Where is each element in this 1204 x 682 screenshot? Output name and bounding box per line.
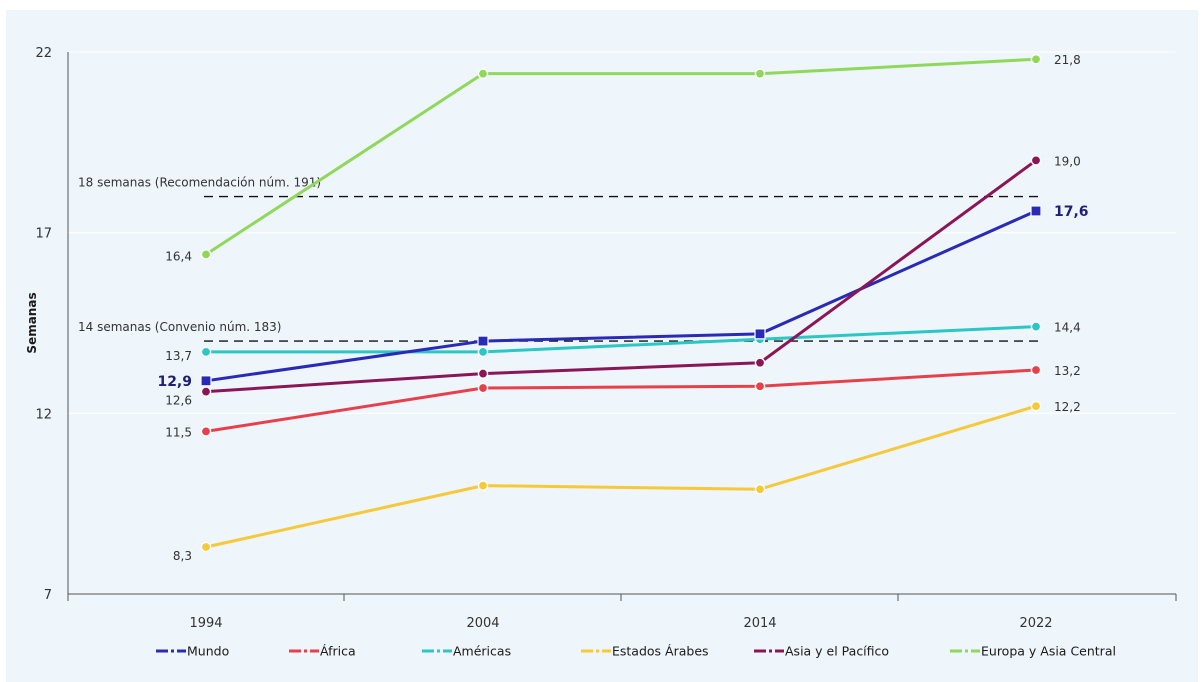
data-point <box>1030 364 1042 376</box>
series-line <box>205 57 1037 256</box>
data-point <box>477 335 489 347</box>
data-label-start: 13,7 <box>165 349 192 363</box>
data-label-start: 8,3 <box>173 549 192 563</box>
y-tick-label: 7 <box>44 588 52 603</box>
legend-label: Estados Árabes <box>612 644 709 659</box>
data-point <box>200 426 212 437</box>
x-tick-label: 2004 <box>466 616 499 631</box>
y-axis-title: Semanas <box>25 292 39 353</box>
data-point <box>754 483 766 495</box>
data-point <box>1030 321 1042 332</box>
legend-label: Europa y Asia Central <box>981 644 1116 659</box>
data-label-end: 13,2 <box>1054 364 1081 378</box>
x-tick-label: 2014 <box>743 616 776 631</box>
data-point <box>1030 155 1042 166</box>
legend-label: Mundo <box>187 644 229 659</box>
x-tick-label: 2022 <box>1019 616 1052 631</box>
chart-panel: 7 12 17 22 1994 2004 2014 2022 Semanas 18 semanas… <box>6 10 1198 682</box>
data-point <box>1030 205 1042 217</box>
data-label-start: 12,9 <box>157 374 192 390</box>
data-point <box>477 382 489 394</box>
line-chart: 7 12 17 22 1994 2004 2014 2022 Semanas 18 semanas… <box>25 46 1177 659</box>
y-tick-label: 22 <box>35 46 52 61</box>
data-label-end: 17,6 <box>1054 204 1089 220</box>
data-point <box>1030 53 1042 65</box>
series-line <box>205 159 1037 394</box>
data-point <box>200 375 212 387</box>
data-label-end: 21,8 <box>1054 53 1081 67</box>
data-point <box>200 249 212 260</box>
reference-line-label: 14 semanas (Convenio núm. 183) <box>78 320 282 334</box>
data-label-start: 11,5 <box>165 425 192 439</box>
series-line <box>205 404 1037 549</box>
data-point <box>754 357 766 369</box>
reference-line-label: 18 semanas (Recomendación núm. 191) <box>78 176 321 190</box>
y-tick-label: 12 <box>35 407 52 422</box>
data-point <box>200 386 212 397</box>
series-line <box>205 209 1037 383</box>
data-point <box>200 541 212 553</box>
data-point <box>754 68 766 79</box>
x-tick-label: 1994 <box>189 616 222 631</box>
data-label-start: 16,4 <box>165 249 192 263</box>
data-point <box>477 368 489 379</box>
data-label-end: 14,4 <box>1054 321 1081 335</box>
y-tick-label: 17 <box>35 227 52 242</box>
data-point <box>477 346 489 358</box>
data-point <box>754 328 766 340</box>
data-point <box>200 346 212 358</box>
series-line <box>206 325 1037 354</box>
legend-label: África <box>320 644 356 659</box>
data-label-end: 12,2 <box>1054 400 1081 414</box>
series-line <box>205 368 1037 433</box>
legend-label: Américas <box>453 644 511 659</box>
data-point <box>477 68 489 79</box>
data-label-end: 19,0 <box>1054 154 1081 168</box>
data-point <box>477 480 489 491</box>
data-point <box>1030 400 1042 412</box>
data-label-start: 12,6 <box>165 394 192 408</box>
legend-label: Asia y el Pacífico <box>785 644 889 659</box>
data-point <box>754 380 766 392</box>
